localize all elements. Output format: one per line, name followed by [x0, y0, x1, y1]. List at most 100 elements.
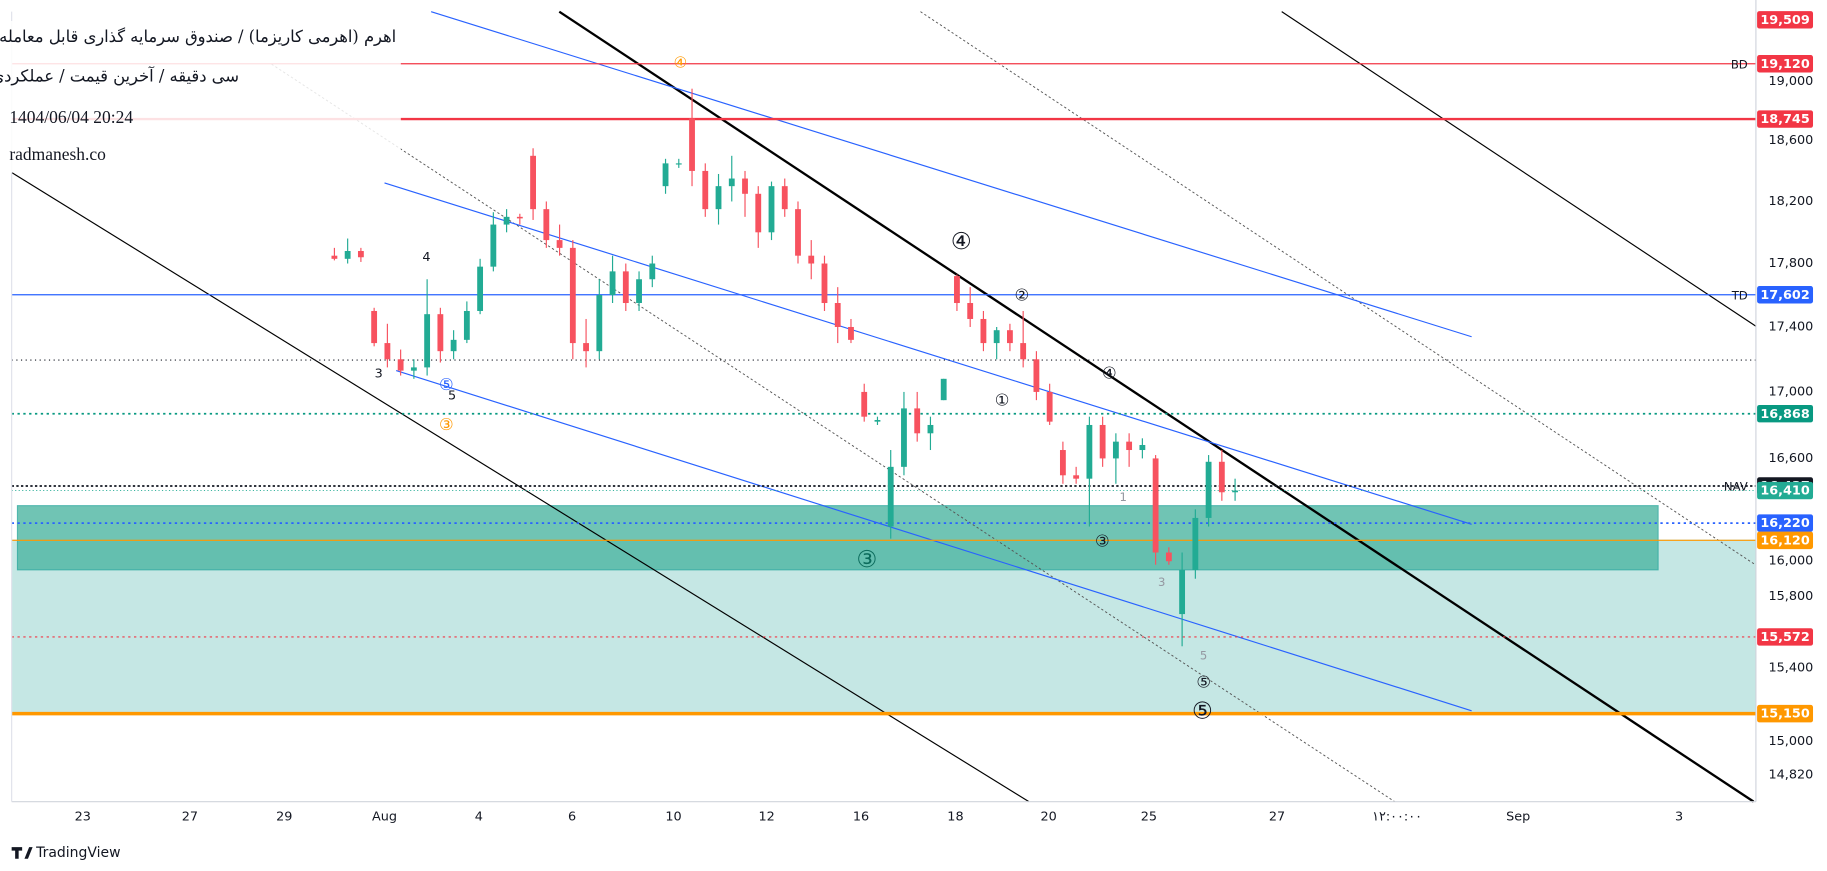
candle-body [914, 408, 921, 434]
candle-body [821, 263, 828, 304]
wave-label: ④ [951, 228, 972, 255]
x-tick-label: 6 [568, 809, 576, 824]
candle-body [1165, 552, 1172, 562]
candle-body [887, 466, 894, 527]
candle-body [530, 155, 536, 210]
candle-body [927, 424, 934, 434]
candle-body [609, 271, 616, 296]
candle-body [1179, 569, 1186, 615]
header-bg [4, 20, 401, 173]
candle-body [384, 343, 391, 360]
wave-label: ① [995, 390, 1010, 409]
axes: 19,000 18,600 18,200 17,800 17,400 17,000 16,6… [75, 74, 1814, 824]
price-badge-label: 16,120 [1760, 533, 1809, 548]
candle-body [1205, 461, 1212, 518]
price-badge-label: 16,868 [1760, 407, 1809, 422]
candle-body [993, 330, 1000, 344]
y-tick-label: 17,000 [1768, 384, 1813, 399]
wave-label: ⑤ [1192, 697, 1213, 724]
candle-body [344, 250, 351, 259]
candle-body [1007, 330, 1013, 344]
candle-body [622, 271, 629, 304]
x-tick-label: 23 [75, 809, 91, 824]
candle-body [410, 367, 417, 371]
x-tick-label: 16 [853, 809, 869, 824]
candle-body [1046, 391, 1053, 422]
price-badge [1757, 11, 1814, 29]
candle-body [556, 240, 563, 248]
candle-body [940, 378, 947, 401]
candle-body [1139, 444, 1146, 451]
price-badge-label: 19,509 [1760, 13, 1809, 28]
candle-body [490, 224, 497, 267]
trend-line [271, 63, 1395, 803]
candle-body [1033, 359, 1040, 392]
trend-line [11, 171, 1030, 803]
y-tick-label: 15,400 [1768, 660, 1813, 675]
candle-body [861, 391, 868, 417]
x-tick-label: Aug [372, 809, 397, 824]
candle-body [596, 295, 603, 352]
wave-label: 1 [1120, 490, 1127, 504]
level-name: NAV [1724, 480, 1748, 494]
price-badge [1757, 531, 1814, 550]
y-tick-label: 17,400 [1768, 319, 1813, 334]
y-tick-label: 14,820 [1768, 768, 1813, 783]
candle-body [1059, 450, 1066, 476]
wave-label: ③ [1095, 531, 1110, 550]
price-badge-label: 18,745 [1760, 112, 1809, 127]
y-tick-label: 16,000 [1768, 554, 1813, 569]
candle-body [702, 170, 709, 210]
price-badge-label: 19,120 [1760, 57, 1809, 72]
price-badge [1757, 704, 1814, 723]
candles [331, 88, 1239, 647]
brand-logo [11, 847, 33, 859]
candle-body [728, 178, 735, 187]
y-tick-label: 18,600 [1768, 133, 1813, 148]
wave-label: ④ [1102, 364, 1117, 383]
annotations: ④ ② ① ④ ③ ⑤ ⑤ ③ ③ ④ ⑤ 4 3 5 1 3 5 [375, 53, 1213, 724]
y-tick-label: 18,200 [1768, 194, 1813, 209]
y-tick-label: 17,800 [1768, 256, 1813, 271]
x-tick-label: 27 [1269, 809, 1285, 824]
candle-body [543, 209, 550, 241]
price-badge-label: 17,602 [1760, 288, 1809, 303]
candle-body [662, 163, 669, 187]
candle-body [675, 163, 682, 165]
y-tick-label: 16,600 [1768, 451, 1813, 466]
candle-body [768, 186, 775, 233]
candle-body [463, 310, 470, 340]
x-tick-label: ۱۲:۰۰:۰۰ [1372, 809, 1422, 824]
candle-body [437, 314, 444, 352]
price-badge [1757, 55, 1814, 73]
level-name: BD [1731, 57, 1748, 71]
wave-label: 4 [422, 250, 430, 265]
candle-body [715, 186, 722, 210]
x-tick-label: 27 [182, 809, 198, 824]
price-badge [1757, 628, 1814, 646]
site: radmanesh.co [9, 144, 106, 164]
candle-body [450, 339, 457, 352]
x-tick-label: Sep [1506, 809, 1530, 824]
candle-body [1192, 517, 1199, 570]
wave-label: 3 [1158, 575, 1165, 589]
candle-body [1232, 490, 1239, 493]
candle-body [848, 326, 854, 340]
price-badge [1757, 514, 1814, 532]
wave-label: ② [1015, 285, 1030, 304]
candle-body [397, 359, 404, 371]
candle-body [808, 255, 815, 264]
candle-body [569, 247, 576, 344]
price-badge-label: 16,220 [1760, 516, 1809, 531]
title: اهرم (اهرمی کاریزما) / صندوق سرمایه گذار… [0, 27, 396, 46]
price-badge [1757, 404, 1814, 423]
candle-body [1112, 441, 1119, 459]
date: 1404/06/04 20:24 [9, 107, 133, 127]
x-tick-label: 29 [276, 809, 292, 824]
x-tick-label: 18 [947, 809, 963, 824]
trend-line [920, 11, 1757, 566]
candle-body [649, 263, 656, 280]
candle-body [583, 343, 589, 352]
candle-body [636, 279, 642, 304]
wave-label: ⑤ [439, 375, 454, 394]
